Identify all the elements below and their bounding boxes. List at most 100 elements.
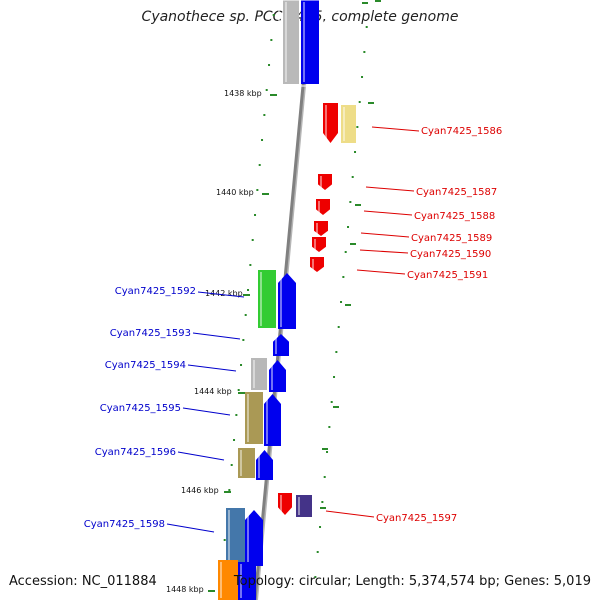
gene-red-1588-shine (318, 201, 320, 213)
gene-red-1586-shine (325, 105, 327, 141)
gene-blue-1595-body (264, 394, 281, 446)
gene-steel-1598-shine (228, 510, 230, 564)
forward-gene-label: Cyan7425_1595 (100, 403, 181, 414)
tick-mark (238, 392, 245, 394)
gene-panel (278, 0, 324, 87)
tick-dot (314, 576, 317, 578)
tick-dash (345, 304, 351, 306)
tick-dot (235, 414, 238, 416)
tick-mark (243, 294, 250, 296)
tick-dot (247, 289, 250, 291)
gene-red-1597 (278, 493, 292, 515)
tick-dot (316, 551, 319, 553)
gene-purple-1597b-shine (298, 497, 300, 515)
gene-blue-1593-shine (275, 336, 277, 354)
gene-leader-line (359, 249, 409, 254)
tick-dot (328, 426, 331, 428)
forward-gene-label: Cyan7425_1593 (110, 328, 191, 339)
tick-dot (249, 264, 252, 266)
gene-steel-1598-body (226, 508, 245, 566)
gene-steel-1598 (226, 508, 245, 566)
tick-dash (350, 243, 356, 245)
accession-text: Accession: NC_011884 (9, 574, 157, 589)
gene-yellow-1586b-shine (343, 107, 345, 141)
reverse-gene-label: Cyan7425_1587 (416, 187, 497, 198)
tick-dot (268, 64, 271, 66)
gene-blue-1592-shine (280, 275, 282, 327)
tick-dot (242, 339, 245, 341)
tick-dot (337, 326, 340, 328)
tick-dot (354, 151, 357, 153)
reverse-gene-label: Cyan7425_1586 (421, 126, 502, 137)
gene-leader-line (187, 364, 237, 372)
gene-leader-line (360, 232, 410, 238)
gene-red-1586 (323, 103, 338, 143)
gene-gray-1594-shine (253, 360, 255, 388)
tick-dot (342, 276, 345, 278)
gene-red-1589-shine (316, 223, 318, 234)
tick-label: 1442 kbp (205, 289, 243, 298)
gene-block-gray-top-shine (285, 2, 287, 82)
gene-red-1591 (310, 257, 324, 272)
gene-blue-1593 (273, 334, 289, 356)
gene-olive-1595-body (245, 392, 263, 444)
gene-blue-bottom-body (238, 562, 256, 600)
gene-leader-line (177, 451, 225, 461)
forward-gene-label: Cyan7425_1596 (95, 447, 176, 458)
gene-red-1587-shine (320, 176, 322, 188)
tick-dot (270, 39, 273, 41)
gene-leader-line (182, 407, 231, 416)
tick-dot (230, 464, 233, 466)
gene-block-gray-top-body (283, 0, 299, 84)
gene-yellow-1586b (341, 105, 356, 143)
reverse-gene-label: Cyan7425_1589 (411, 233, 492, 244)
gene-green-1592-shine (260, 272, 262, 326)
gene-blue-1598 (245, 510, 263, 566)
tick-mark (208, 590, 215, 592)
tick-dot (256, 189, 259, 191)
tick-dash (362, 2, 368, 4)
tick-dot (265, 89, 268, 91)
tick-label: 1448 kbp (166, 585, 204, 594)
tick-dot (340, 301, 343, 303)
tick-dot (244, 314, 247, 316)
tick-dash (322, 448, 328, 450)
reverse-gene-label: Cyan7425_1597 (376, 513, 457, 524)
gene-olive-1596 (238, 448, 255, 478)
tick-dot (258, 164, 261, 166)
forward-gene-label: Cyan7425_1594 (105, 360, 186, 371)
gene-blue-1595-shine (266, 396, 268, 444)
gene-blue-1594 (269, 360, 286, 392)
gene-red-1590-shine (314, 239, 316, 250)
reverse-gene-label: Cyan7425_1588 (414, 211, 495, 222)
tick-label: 1438 kbp (224, 89, 262, 98)
tick-dot (237, 389, 240, 391)
tick-dot (326, 451, 329, 453)
tick-dash (320, 507, 326, 509)
tick-dot (251, 239, 254, 241)
tick-dot (347, 226, 350, 228)
gene-block-gray-top (283, 0, 299, 84)
gene-yellow-1586b-body (341, 105, 356, 143)
gene-red-1597-body (278, 493, 292, 515)
tick-dot (356, 126, 359, 128)
gene-blue-bottom-shine (240, 564, 242, 598)
tick-dot (319, 526, 322, 528)
gene-leader-line (356, 269, 406, 275)
gene-red-1590 (312, 237, 326, 252)
gene-red-1586-body (323, 103, 338, 143)
tick-dot (261, 139, 264, 141)
gene-orange-bottom-body (218, 560, 238, 600)
gene-blue-1594-shine (271, 362, 273, 390)
tick-dot (349, 201, 352, 203)
forward-gene-label: Cyan7425_1598 (84, 519, 165, 530)
gene-olive-1595 (245, 392, 263, 444)
tick-label: 1446 kbp (181, 486, 219, 495)
tick-mark (224, 491, 231, 493)
tick-label: 1440 kbp (216, 188, 254, 197)
gene-leader-line (197, 291, 245, 298)
tick-dot (335, 351, 338, 353)
gene-red-1587 (318, 174, 332, 190)
tick-dot (365, 26, 368, 28)
gene-blue-1592 (278, 273, 296, 329)
